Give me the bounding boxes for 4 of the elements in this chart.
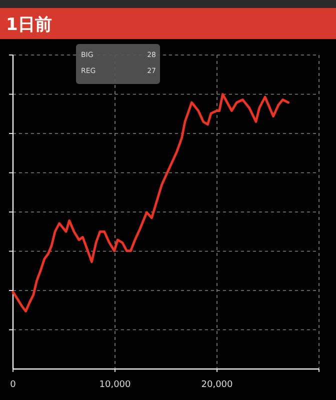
xtick: 20,000 [201, 380, 233, 390]
xtick: 10,000 [99, 380, 131, 390]
title: 1日前 [6, 15, 52, 35]
xtick: 0 [10, 380, 16, 390]
